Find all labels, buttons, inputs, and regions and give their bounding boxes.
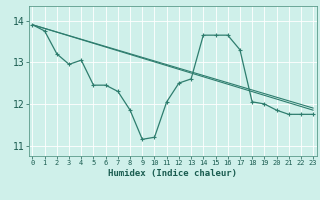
X-axis label: Humidex (Indice chaleur): Humidex (Indice chaleur) — [108, 169, 237, 178]
